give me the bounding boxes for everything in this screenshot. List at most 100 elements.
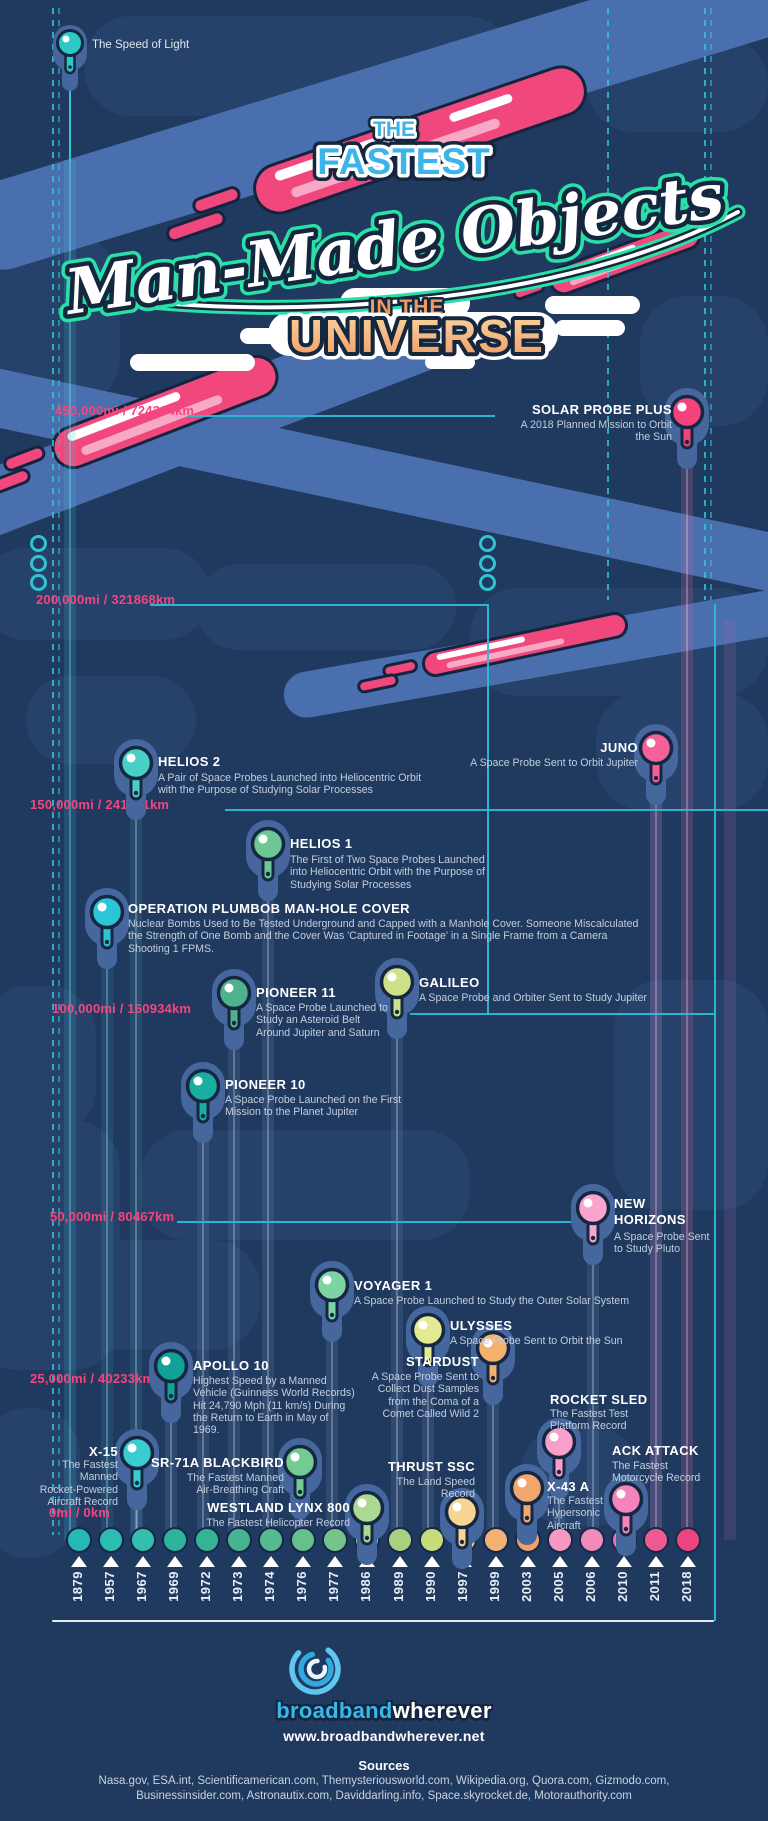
stardust-column-line — [492, 1370, 494, 1540]
broadbandwherever-wordmark: broadbandwherever — [0, 1698, 768, 1724]
solar_probe_plus-column-line — [686, 434, 688, 1540]
ack_attack-title: ACK ATTACK — [612, 1443, 699, 1458]
stardust-pin — [470, 1323, 516, 1428]
year-label-1879: 1879 — [70, 1571, 85, 1602]
speed-line-s200 — [150, 604, 487, 606]
speed-label-s450: 450,000mi / 724204km — [55, 403, 195, 418]
new_horizons-title: NEW HORIZONS — [614, 1196, 686, 1227]
year-label-1967: 1967 — [134, 1571, 150, 1602]
year-label-1969: 1969 — [166, 1571, 182, 1602]
plumbob-title: OPERATION PLUMBOB MAN-HOLE COVER — [128, 901, 410, 916]
timeline-dot-1973 — [226, 1527, 253, 1553]
apollo_10-pin — [148, 1341, 194, 1446]
year-label-1976: 1976 — [294, 1571, 310, 1602]
x_15-title: X-15 — [88, 1444, 118, 1459]
plumbob-pin — [84, 887, 130, 992]
speed-label-s50: 50,000mi / 80467km — [50, 1209, 175, 1224]
guide-ring — [30, 535, 47, 552]
title-universe: UNIVERSE — [289, 310, 545, 362]
guide-ring — [30, 555, 47, 572]
timeline-dot-1972 — [194, 1527, 221, 1553]
svg-text:THE: THE — [373, 118, 415, 141]
title-the: THE — [373, 118, 415, 141]
speed-label-s0: 0mi / 0km — [49, 1505, 111, 1520]
speed-of-light-column-line — [69, 160, 71, 1540]
bg-blob — [614, 980, 768, 1210]
timeline-tick-1976 — [295, 1556, 312, 1567]
sources-line-2: Businessinsider.com, Astronautix.com, Da… — [136, 1790, 632, 1802]
timeline-dot-2018 — [674, 1527, 701, 1553]
timeline-dot-1989 — [386, 1527, 413, 1553]
thrust_ssc-title: THRUST SSC — [387, 1459, 475, 1474]
voyager_1-column-line — [331, 1307, 333, 1540]
pioneer_10-column-line — [202, 1108, 204, 1540]
year-label-1973: 1973 — [230, 1571, 246, 1602]
wordmark-wherever: wherever — [392, 1698, 492, 1723]
timeline-tick-2018 — [679, 1556, 696, 1567]
timeline-tick-1989 — [391, 1556, 408, 1567]
pioneer_11-pin — [211, 968, 257, 1073]
pioneer_10-column — [197, 1108, 209, 1540]
bg-blob — [0, 986, 96, 1136]
thrust_ssc-description: The Land Speed Record — [396, 1476, 475, 1501]
svg-text:UNIVERSE: UNIVERSE — [289, 310, 545, 362]
timeline-tick-2005 — [551, 1556, 568, 1567]
galileo-description: A Space Probe and Orbiter Sent to Study … — [419, 992, 647, 1004]
sources-line-1: Nasa.gov, ESA.int, Scientificamerican.co… — [98, 1775, 670, 1787]
chart-frame-line — [487, 604, 489, 1013]
helios_1-description: The First of Two Space Probes Launched i… — [290, 854, 485, 891]
year-label-1990: 1990 — [422, 1571, 438, 1602]
juno-pin — [633, 723, 679, 828]
svg-text:FASTEST: FASTEST — [317, 141, 491, 182]
pioneer_10-description: A Space Probe Launched on the First Miss… — [225, 1094, 402, 1119]
galileo-column — [391, 1004, 403, 1540]
website-url[interactable]: www.broadbandwherever.net — [283, 1728, 485, 1744]
stardust-title: STARDUST — [405, 1354, 479, 1369]
pioneer_11-column-line — [233, 1015, 235, 1540]
helios_2-description: A Pair of Space Probes Launched into Hel… — [158, 772, 422, 797]
helios_2-title: HELIOS 2 — [158, 754, 221, 769]
x_43a-title: X-43 A — [547, 1479, 590, 1494]
rocket_sled-column-line — [558, 1464, 560, 1540]
dashed-guide-line — [52, 8, 54, 1535]
timeline-tick-1967 — [135, 1556, 152, 1567]
helios_1-pin — [245, 819, 291, 924]
speed-of-light-pin — [53, 25, 87, 91]
x_15-pin — [114, 1428, 160, 1533]
guide-ring — [479, 555, 496, 572]
new_horizons-column — [587, 1230, 599, 1540]
speed-line-s100 — [410, 1013, 714, 1015]
sr_71a-pin — [277, 1437, 323, 1542]
juno-title: JUNO — [600, 740, 638, 755]
solar_probe_plus-description: A 2018 Planned Mission to Orbit the Sun — [520, 419, 672, 444]
stardust-description: A Space Probe Sent to Collect Dust Sampl… — [371, 1371, 479, 1420]
dashed-guide-line — [704, 8, 706, 600]
ack_attack-pin — [603, 1474, 649, 1579]
timeline-dot-1967 — [130, 1527, 157, 1553]
rocket_sled-description: The Fastest Test Platform Record — [550, 1408, 629, 1433]
timeline-dot-1990 — [418, 1527, 445, 1553]
sr_71a-title: SR-71A BLACKBIRD — [150, 1455, 284, 1470]
sources-title: Sources — [358, 1758, 410, 1773]
voyager_1-column — [326, 1307, 338, 1540]
bg-blob — [196, 564, 456, 650]
axis-baseline — [52, 1620, 714, 1622]
helios_1-title: HELIOS 1 — [290, 836, 353, 851]
timeline-dot-1999 — [482, 1527, 509, 1553]
westland-pin — [344, 1483, 390, 1588]
dashed-guide-line — [58, 8, 60, 1535]
title-swash — [77, 204, 746, 315]
ulysses-description: A Space Probe Sent to Orbit the Sun — [450, 1335, 623, 1347]
apollo_10-column — [165, 1388, 177, 1540]
x_43a-description: The Fastest Hypersonic Aircraft — [547, 1495, 603, 1532]
year-label-1972: 1972 — [198, 1571, 214, 1602]
speed-line-s50 — [177, 1221, 573, 1223]
svg-text:UNIVERSE: UNIVERSE — [289, 310, 545, 362]
galileo-pin — [374, 957, 420, 1062]
year-label-2018: 2018 — [678, 1571, 694, 1602]
broadbandwherever-logo-icon — [289, 1643, 341, 1695]
pioneer_10-title: PIONEER 10 — [225, 1077, 306, 1092]
plumbob-column — [101, 934, 113, 1540]
